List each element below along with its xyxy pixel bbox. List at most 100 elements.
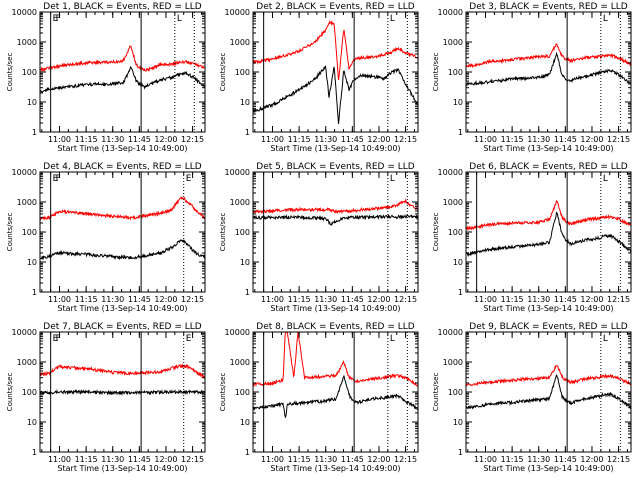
y-tick-label: 1000	[17, 38, 37, 47]
x-tick-label: 11:30	[527, 135, 550, 144]
x-tick-label: 11:30	[314, 295, 337, 304]
marker-e: E	[186, 174, 192, 184]
x-axis-label: Start Time (13-Sep-14 10:49:00)	[270, 304, 400, 313]
series-black	[466, 211, 631, 258]
x-tick-label: 12:15	[181, 455, 204, 464]
x-tick-label: 11:45	[128, 295, 151, 304]
marker-l: L	[390, 174, 395, 184]
marker-l: L	[177, 14, 182, 24]
x-axis-label: Start Time (13-Sep-14 10:49:00)	[483, 464, 613, 473]
panel-title: Det 5, BLACK = Events, RED = LLD	[256, 162, 415, 172]
y-tick-label: 1	[245, 288, 250, 297]
y-tick-label: 10000	[12, 328, 37, 337]
panel-1: Det 1, BLACK = Events, RED = LLD 1 10 100 10…	[6, 2, 206, 153]
panel-5: Det 5, BLACK = Events, RED = LLD 1 10 100 10…	[219, 162, 419, 313]
x-axis-label: Start Time (13-Sep-14 10:49:00)	[483, 144, 613, 153]
plot-frame	[465, 11, 632, 133]
x-tick-label: 11:00	[48, 295, 71, 304]
panel-title: Det 2, BLACK = Events, RED = LLD	[256, 2, 415, 12]
x-tick-label: 12:00	[367, 135, 390, 144]
y-tick-label: 10000	[225, 8, 250, 17]
y-axis-label: Counts/sec	[432, 373, 440, 412]
series-black	[253, 65, 418, 125]
x-tick-label: 12:00	[367, 295, 390, 304]
marker-f: F	[56, 14, 61, 24]
x-tick-label: 12:00	[154, 295, 177, 304]
y-tick-label: 10	[27, 98, 37, 107]
x-tick-label: 11:45	[554, 135, 577, 144]
x-tick-label: 12:15	[394, 455, 417, 464]
x-tick-label: 12:15	[181, 135, 204, 144]
y-tick-label: 100	[448, 68, 463, 77]
y-tick-label: 1000	[230, 38, 250, 47]
x-tick-label: 12:15	[607, 455, 630, 464]
x-tick-label: 11:15	[288, 455, 311, 464]
y-axis-label: Counts/sec	[219, 213, 227, 252]
panel-title: Det 8, BLACK = Events, RED = LLD	[256, 322, 415, 332]
y-tick-label: 100	[22, 388, 37, 397]
panel-6: Det 6, BLACK = Events, RED = LLD 1 10 100 10…	[432, 162, 632, 313]
x-axis-label: Start Time (13-Sep-14 10:49:00)	[270, 464, 400, 473]
x-tick-label: 11:30	[527, 455, 550, 464]
y-axis-label: Counts/sec	[432, 213, 440, 252]
series-black	[253, 213, 418, 226]
x-tick-label: 11:00	[474, 135, 497, 144]
y-axis-label: Counts/sec	[432, 53, 440, 92]
marker-e: E	[186, 334, 192, 344]
y-tick-label: 100	[22, 228, 37, 237]
y-axis-label: Counts/sec	[6, 213, 14, 252]
x-tick-label: 12:15	[181, 295, 204, 304]
x-tick-label: 11:15	[288, 295, 311, 304]
y-tick-label: 10	[453, 258, 463, 267]
x-tick-label: 11:30	[101, 295, 124, 304]
plot-frame	[252, 11, 419, 133]
x-tick-label: 11:00	[48, 135, 71, 144]
y-tick-label: 1	[458, 128, 463, 137]
y-tick-label: 10	[453, 98, 463, 107]
x-axis-label: Start Time (13-Sep-14 10:49:00)	[57, 144, 187, 153]
x-tick-label: 12:00	[580, 295, 603, 304]
panel-title: Det 9, BLACK = Events, RED = LLD	[469, 322, 628, 332]
panel-title: Det 3, BLACK = Events, RED = LLD	[469, 2, 628, 12]
marker-e: E	[53, 174, 59, 184]
x-tick-label: 11:15	[75, 295, 98, 304]
y-tick-label: 10	[240, 98, 250, 107]
x-tick-label: 12:00	[367, 455, 390, 464]
y-tick-label: 1000	[17, 198, 37, 207]
x-tick-label: 11:45	[341, 135, 364, 144]
x-axis-label: Start Time (13-Sep-14 10:49:00)	[483, 304, 613, 313]
series-black	[466, 374, 631, 410]
series-black	[40, 65, 205, 94]
x-tick-label: 11:00	[261, 455, 284, 464]
y-tick-label: 10000	[12, 168, 37, 177]
panel-title: Det 1, BLACK = Events, RED = LLD	[43, 2, 202, 12]
y-tick-label: 10000	[438, 168, 463, 177]
x-axis-label: Start Time (13-Sep-14 10:49:00)	[57, 304, 187, 313]
y-tick-label: 100	[448, 228, 463, 237]
x-tick-label: 11:00	[48, 455, 71, 464]
plot-frame	[252, 331, 419, 453]
x-axis-label: Start Time (13-Sep-14 10:49:00)	[270, 144, 400, 153]
y-tick-label: 1	[458, 448, 463, 457]
plot-frame	[39, 171, 206, 293]
y-tick-label: 10000	[438, 328, 463, 337]
y-tick-label: 100	[22, 68, 37, 77]
x-tick-label: 12:15	[394, 295, 417, 304]
y-tick-label: 1000	[230, 358, 250, 367]
x-tick-label: 12:15	[607, 295, 630, 304]
plot-frame	[39, 11, 206, 133]
series-red	[40, 45, 205, 73]
marker-l: L	[603, 14, 608, 24]
y-tick-label: 1	[32, 448, 37, 457]
x-tick-label: 11:00	[261, 295, 284, 304]
marker-f: F	[56, 174, 61, 184]
series-black	[466, 51, 631, 87]
panel-3: Det 3, BLACK = Events, RED = LLD 1 10 100 10…	[432, 2, 632, 153]
x-tick-label: 11:30	[314, 135, 337, 144]
series-red	[466, 43, 631, 69]
x-tick-label: 11:15	[75, 135, 98, 144]
marker-l: L	[390, 334, 395, 344]
y-tick-label: 100	[448, 388, 463, 397]
x-tick-label: 11:45	[128, 135, 151, 144]
